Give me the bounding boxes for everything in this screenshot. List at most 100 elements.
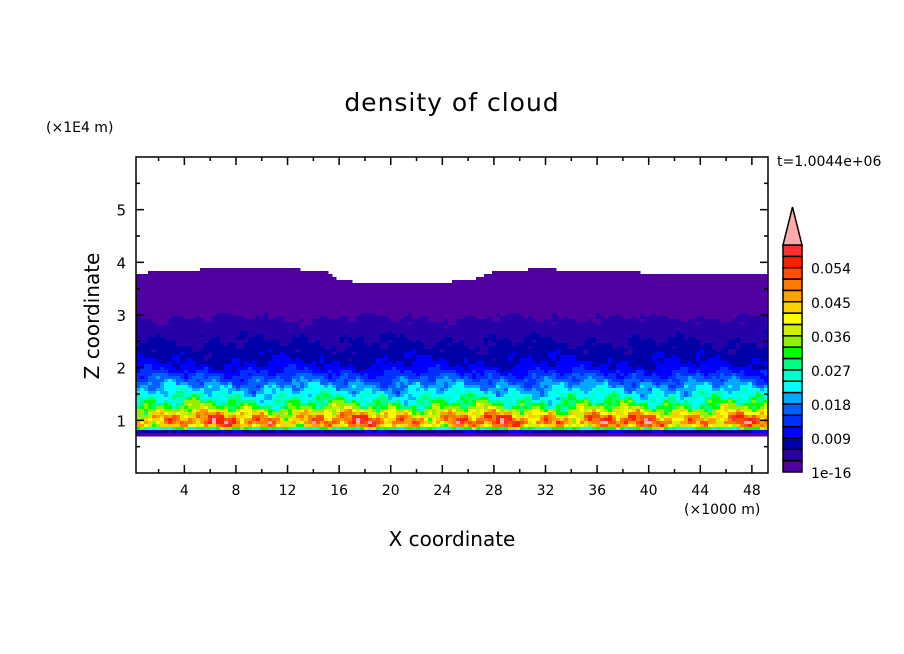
heatmap-cell: [496, 394, 501, 398]
heatmap-cell: [500, 379, 505, 383]
heatmap-cell: [256, 286, 261, 290]
heatmap-cell: [256, 433, 261, 437]
heatmap-cell: [424, 421, 429, 425]
heatmap-cell: [268, 277, 273, 281]
heatmap-cell: [412, 385, 417, 389]
heatmap-cell: [400, 355, 405, 359]
heatmap-cell: [468, 313, 473, 317]
heatmap-cell: [376, 286, 381, 290]
heatmap-cell: [440, 289, 445, 293]
heatmap-cell: [476, 346, 481, 350]
heatmap-cell: [456, 388, 461, 392]
heatmap-cell: [372, 433, 377, 437]
heatmap-cell: [256, 304, 261, 308]
heatmap-cell: [472, 376, 477, 380]
heatmap-cell: [432, 289, 437, 293]
heatmap-cell: [352, 319, 357, 323]
heatmap-cell: [228, 346, 233, 350]
heatmap-cell: [224, 328, 229, 332]
heatmap-cell: [320, 349, 325, 353]
heatmap-cell: [148, 349, 153, 353]
heatmap-cell: [332, 313, 337, 317]
heatmap-cell: [168, 310, 173, 314]
heatmap-cell: [204, 316, 209, 320]
heatmap-cell: [280, 415, 285, 419]
heatmap-cell: [456, 283, 461, 287]
heatmap-cell: [284, 274, 289, 278]
heatmap-cell: [452, 373, 457, 377]
heatmap-cell: [312, 304, 317, 308]
heatmap-cell: [468, 319, 473, 323]
heatmap-cell: [176, 418, 181, 422]
heatmap-cell: [236, 334, 241, 338]
heatmap-cell: [424, 292, 429, 296]
heatmap-cell: [292, 337, 297, 341]
heatmap-cell: [420, 337, 425, 341]
heatmap-cell: [300, 424, 305, 428]
heatmap-cell: [472, 388, 477, 392]
heatmap-cell: [332, 346, 337, 350]
heatmap-cell: [404, 403, 409, 407]
heatmap-cell: [316, 394, 321, 398]
heatmap-cell: [340, 313, 345, 317]
heatmap-cell: [272, 310, 277, 314]
heatmap-cell: [256, 388, 261, 392]
heatmap-cell: [232, 307, 237, 311]
heatmap-cell: [332, 367, 337, 371]
heatmap-cell: [140, 304, 145, 308]
heatmap-cell: [272, 301, 277, 305]
heatmap-cell: [396, 355, 401, 359]
heatmap-cell: [336, 283, 341, 287]
heatmap-cell: [240, 376, 245, 380]
heatmap-cell: [468, 343, 473, 347]
heatmap-cell: [404, 316, 409, 320]
heatmap-cell: [272, 349, 277, 353]
heatmap-cell: [176, 295, 181, 299]
heatmap-cell: [488, 424, 493, 428]
heatmap-cell: [424, 388, 429, 392]
heatmap-cell: [216, 334, 221, 338]
heatmap-cell: [180, 349, 185, 353]
heatmap-cell: [176, 352, 181, 356]
heatmap-cell: [416, 391, 421, 395]
heatmap-cell: [208, 340, 213, 344]
heatmap-cell: [268, 283, 273, 287]
heatmap-cell: [332, 415, 337, 419]
heatmap-cell: [440, 403, 445, 407]
heatmap-cell: [488, 388, 493, 392]
heatmap-cell: [412, 382, 417, 386]
heatmap-cell: [492, 373, 497, 377]
heatmap-cell: [488, 283, 493, 287]
heatmap-cell: [292, 280, 297, 284]
heatmap-cell: [424, 397, 429, 401]
heatmap-cell: [288, 361, 293, 365]
heatmap-cell: [268, 322, 273, 326]
heatmap-cell: [356, 289, 361, 293]
heatmap-cell: [244, 424, 249, 428]
heatmap-cell: [324, 298, 329, 302]
heatmap-cell: [504, 331, 509, 335]
heatmap-cell: [152, 403, 157, 407]
heatmap-cell: [496, 424, 501, 428]
heatmap-cell: [284, 334, 289, 338]
heatmap-cell: [268, 292, 273, 296]
heatmap-cell: [328, 373, 333, 377]
heatmap-cell: [208, 286, 213, 290]
heatmap-cell: [376, 391, 381, 395]
heatmap-cell: [260, 340, 265, 344]
heatmap-cell: [304, 400, 309, 404]
heatmap-cell: [372, 373, 377, 377]
heatmap-cell: [404, 388, 409, 392]
heatmap-cell: [208, 310, 213, 314]
heatmap-cell: [460, 415, 465, 419]
heatmap-cell: [392, 301, 397, 305]
heatmap-cell: [220, 283, 225, 287]
heatmap-cell: [260, 424, 265, 428]
heatmap-cell: [296, 280, 301, 284]
heatmap-cell: [288, 328, 293, 332]
heatmap-cell: [408, 424, 413, 428]
heatmap-cell: [476, 277, 481, 281]
heatmap-cell: [432, 343, 437, 347]
heatmap-cell: [436, 394, 441, 398]
heatmap-cell: [320, 406, 325, 410]
